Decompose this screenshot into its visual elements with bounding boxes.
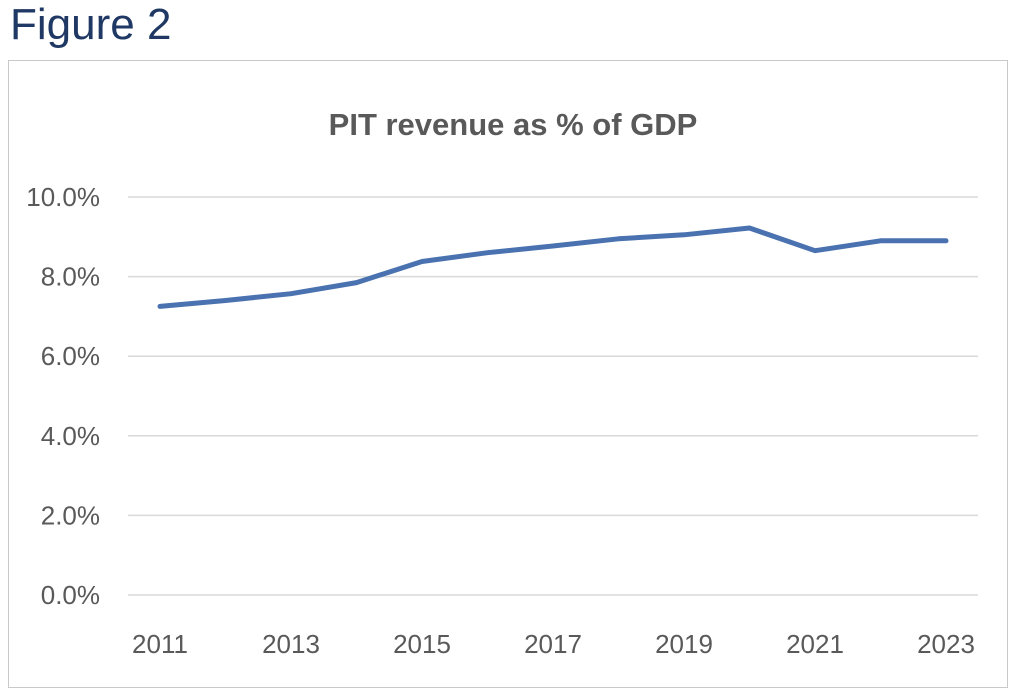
x-tick-label: 2017 [524,629,582,659]
chart-frame [8,60,1008,688]
chart-title: PIT revenue as % of GDP [329,107,698,142]
series-line [157,225,949,309]
y-tick-label: 10.0% [26,182,100,212]
y-tick-label: 0.0% [41,580,100,610]
y-tick-label: 2.0% [41,500,100,530]
x-tick-label: 2015 [393,629,451,659]
x-tick-label: 2011 [132,629,188,659]
y-tick-label: 8.0% [41,262,100,292]
x-tick-label: 2021 [786,629,844,659]
figure-label: Figure 2 [10,0,172,49]
y-tick-label: 6.0% [41,341,100,371]
x-tick-label: 2019 [655,629,713,659]
x-tick-label: 2023 [917,629,975,659]
y-tick-label: 4.0% [41,421,100,451]
x-tick-label: 2013 [262,629,320,659]
